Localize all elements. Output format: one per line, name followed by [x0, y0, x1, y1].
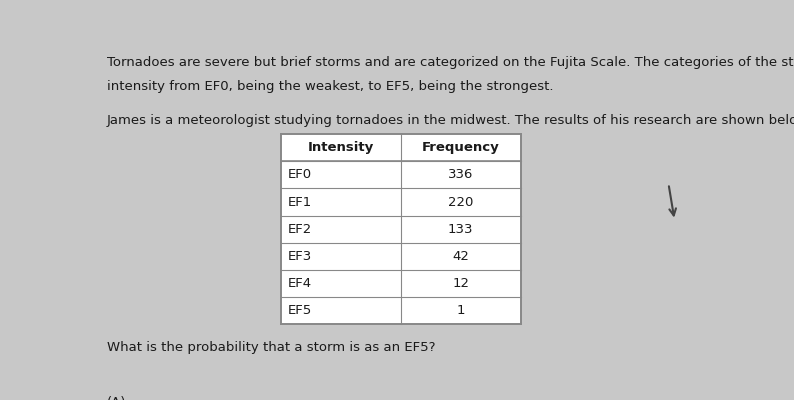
- Text: EF0: EF0: [288, 168, 312, 181]
- Text: 336: 336: [448, 168, 473, 181]
- Text: 42: 42: [453, 250, 469, 263]
- Text: James is a meteorologist studying tornadoes in the midwest. The results of his r: James is a meteorologist studying tornad…: [106, 114, 794, 127]
- Text: 133: 133: [448, 223, 473, 236]
- Text: What is the probability that a storm is as an EF5?: What is the probability that a storm is …: [106, 341, 435, 354]
- Text: 220: 220: [448, 196, 473, 208]
- Text: (A): (A): [106, 396, 126, 400]
- Text: EF1: EF1: [288, 196, 312, 208]
- Text: Intensity: Intensity: [307, 141, 374, 154]
- Bar: [281, 134, 521, 324]
- Text: intensity from EF0, being the weakest, to EF5, being the strongest.: intensity from EF0, being the weakest, t…: [106, 80, 553, 93]
- Text: EF3: EF3: [288, 250, 312, 263]
- Text: Tornadoes are severe but brief storms and are categorized on the Fujita Scale. T: Tornadoes are severe but brief storms an…: [106, 56, 794, 69]
- Text: 1: 1: [457, 304, 465, 317]
- Text: Frequency: Frequency: [422, 141, 499, 154]
- Text: 12: 12: [453, 277, 469, 290]
- Text: EF4: EF4: [288, 277, 312, 290]
- Text: EF5: EF5: [288, 304, 312, 317]
- Text: EF2: EF2: [288, 223, 312, 236]
